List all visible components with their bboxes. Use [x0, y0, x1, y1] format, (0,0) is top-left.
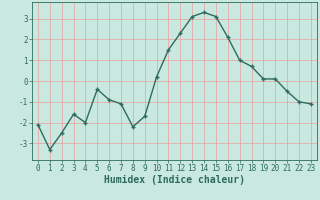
X-axis label: Humidex (Indice chaleur): Humidex (Indice chaleur) [104, 175, 245, 185]
